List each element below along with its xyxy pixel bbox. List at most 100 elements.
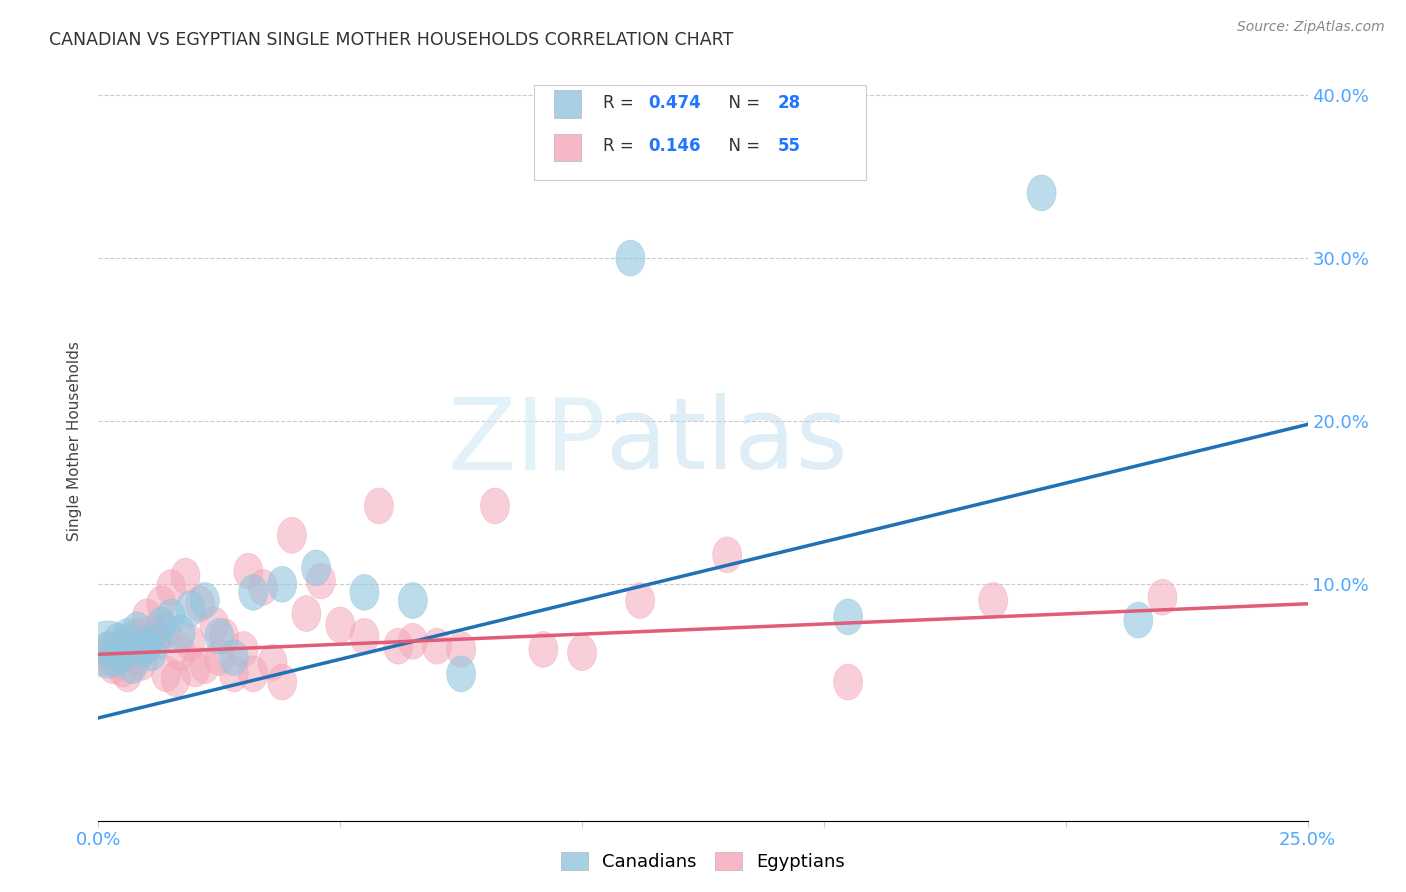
Ellipse shape [398,582,427,618]
Ellipse shape [219,640,249,675]
Ellipse shape [180,651,209,687]
Ellipse shape [186,586,215,622]
Ellipse shape [108,628,138,665]
Legend: Canadians, Egyptians: Canadians, Egyptians [554,845,852,879]
Text: atlas: atlas [606,393,848,490]
Ellipse shape [89,640,118,675]
Ellipse shape [112,656,142,692]
Ellipse shape [132,599,162,635]
Ellipse shape [142,618,172,655]
Ellipse shape [176,591,205,626]
Ellipse shape [98,648,128,683]
Ellipse shape [1123,602,1153,638]
Ellipse shape [447,656,475,692]
Ellipse shape [292,596,321,632]
Text: N =: N = [717,136,765,155]
Ellipse shape [301,550,330,586]
Ellipse shape [94,632,122,667]
Ellipse shape [239,574,267,610]
Ellipse shape [364,488,394,524]
Text: ZIP: ZIP [449,393,606,490]
Ellipse shape [1147,579,1177,615]
Ellipse shape [326,607,354,643]
Ellipse shape [481,488,509,524]
Ellipse shape [200,607,229,643]
Ellipse shape [568,635,596,671]
Text: 0.474: 0.474 [648,94,702,112]
Ellipse shape [132,628,162,665]
Ellipse shape [190,648,219,683]
Ellipse shape [162,661,190,697]
Ellipse shape [219,656,249,692]
Ellipse shape [172,558,200,594]
Ellipse shape [156,599,186,635]
Text: R =: R = [603,136,638,155]
Ellipse shape [616,240,645,276]
Y-axis label: Single Mother Households: Single Mother Households [67,342,83,541]
Text: 55: 55 [778,136,801,155]
Ellipse shape [94,632,122,667]
Ellipse shape [142,624,172,659]
Ellipse shape [307,563,336,599]
Ellipse shape [108,635,138,671]
Ellipse shape [108,651,138,687]
Ellipse shape [98,640,128,675]
Ellipse shape [979,582,1008,618]
Ellipse shape [626,582,655,618]
Ellipse shape [205,640,233,675]
Ellipse shape [112,624,142,659]
Ellipse shape [277,517,307,553]
Ellipse shape [128,645,156,681]
Ellipse shape [103,635,132,671]
Ellipse shape [190,582,219,618]
Ellipse shape [259,645,287,681]
Ellipse shape [138,615,166,651]
Ellipse shape [152,656,180,692]
Ellipse shape [384,628,413,665]
Ellipse shape [132,628,162,665]
Ellipse shape [176,625,205,661]
Text: Source: ZipAtlas.com: Source: ZipAtlas.com [1237,20,1385,34]
Ellipse shape [713,537,742,573]
Ellipse shape [529,632,558,667]
Ellipse shape [229,632,259,667]
Ellipse shape [205,618,233,655]
Ellipse shape [122,618,152,655]
Ellipse shape [233,553,263,589]
Text: CANADIAN VS EGYPTIAN SINGLE MOTHER HOUSEHOLDS CORRELATION CHART: CANADIAN VS EGYPTIAN SINGLE MOTHER HOUSE… [49,31,734,49]
Ellipse shape [350,618,380,655]
Ellipse shape [138,635,166,671]
Ellipse shape [249,569,277,606]
Ellipse shape [146,607,176,643]
Text: 28: 28 [778,94,801,112]
Ellipse shape [834,665,863,700]
Ellipse shape [239,656,267,692]
Ellipse shape [267,566,297,602]
Ellipse shape [834,599,863,635]
Ellipse shape [166,635,195,671]
FancyBboxPatch shape [554,134,581,161]
Ellipse shape [422,628,451,665]
FancyBboxPatch shape [554,90,581,118]
Ellipse shape [156,569,186,606]
Ellipse shape [118,648,146,683]
Ellipse shape [146,586,176,622]
Ellipse shape [79,621,138,678]
FancyBboxPatch shape [534,85,866,180]
Text: 0.146: 0.146 [648,136,702,155]
Ellipse shape [103,624,132,659]
Ellipse shape [267,665,297,700]
Ellipse shape [209,618,239,655]
Ellipse shape [398,624,427,659]
Ellipse shape [152,612,180,648]
Ellipse shape [128,632,156,667]
Ellipse shape [112,618,142,655]
Ellipse shape [122,612,152,648]
Text: R =: R = [603,94,638,112]
Text: N =: N = [717,94,765,112]
Ellipse shape [447,632,475,667]
Ellipse shape [118,632,146,667]
Ellipse shape [350,574,380,610]
Ellipse shape [1026,175,1056,211]
Ellipse shape [166,615,195,651]
